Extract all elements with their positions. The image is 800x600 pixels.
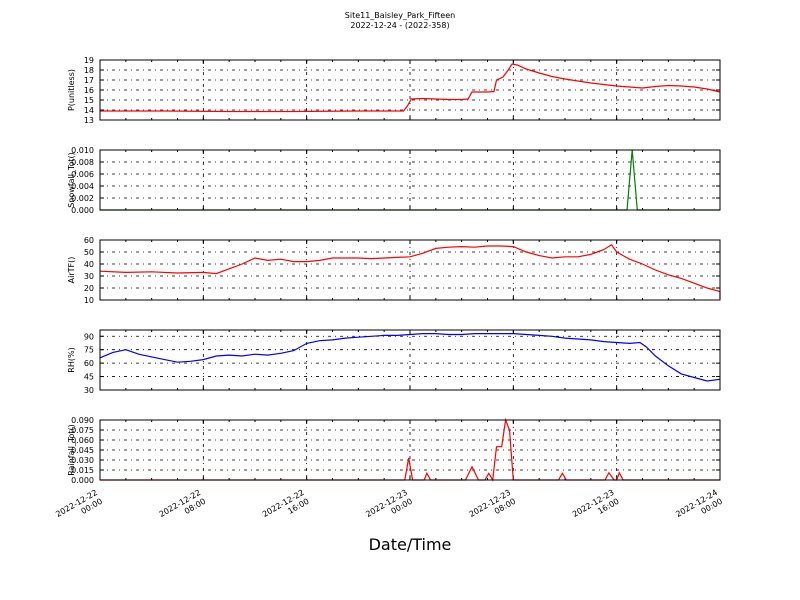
- y-tick-label: 15: [84, 96, 94, 105]
- p-unitless-series-line: [100, 63, 721, 113]
- x-tick-label: 2022-12-2308:00: [468, 488, 518, 528]
- x-tick-label: 2022-12-2300:00: [364, 488, 414, 528]
- p-unitless-frame: [99, 59, 721, 121]
- p-snowfall-frame: [99, 149, 721, 211]
- p-rainfall-panel: 0.0000.0150.0300.0450.0600.0750.090Rainf…: [67, 416, 721, 485]
- y-tick-label: 45: [84, 373, 94, 382]
- y-tick-label: 40: [84, 260, 94, 269]
- y-tick-label: 0.000: [71, 206, 94, 215]
- p-rainfall-frame: [99, 419, 721, 481]
- p-airtf-series-line: [99, 243, 721, 299]
- y-tick-label: 50: [84, 248, 94, 257]
- p-snowfall-panel: 0.000 0.002 0.004 0.006 0.008 0.010Snowfall_T…: [67, 146, 721, 215]
- y-tick-label: 10: [84, 296, 94, 305]
- y-tick-label: 14: [84, 106, 94, 115]
- p-rh-y-axis-label: RH(%): [67, 347, 76, 372]
- p-airtf-frame: [99, 239, 721, 301]
- y-tick-label: 13: [84, 116, 94, 125]
- y-tick-label: 18: [84, 66, 94, 75]
- y-tick-label: 0.010: [71, 146, 94, 155]
- y-tick-label: 0.045: [71, 446, 94, 455]
- y-tick-label: 0.075: [71, 426, 94, 435]
- x-tick-label: 2022-12-2208:00: [158, 488, 208, 528]
- p-rh-series-line: [99, 333, 721, 382]
- x-tick-label: 2022-12-2216:00: [261, 488, 311, 528]
- y-tick-label: 30: [84, 272, 94, 281]
- y-tick-label: 0.000: [71, 476, 94, 485]
- y-tick-label: 0.006: [71, 170, 94, 179]
- p-rh-frame: [99, 329, 721, 391]
- x-axis-label: Date/Time: [369, 535, 452, 554]
- x-tick-label: 2022-12-2400:00: [674, 488, 724, 528]
- p-rainfall-y-axis-label: Rainfall_Tot(): [67, 424, 76, 476]
- p-airtf-panel: 10 20 30 40 50 60 AirTF(): [67, 236, 721, 305]
- x-tick-label: 2022-12-2200:00: [54, 488, 104, 528]
- y-tick-label: 0.090: [71, 416, 94, 425]
- p-rh-panel: 30 45 60 75 90 RH(%): [67, 329, 721, 395]
- p-snowfall-y-axis-label: Snowfall_Tot(): [67, 152, 76, 208]
- y-tick-label: 75: [84, 346, 94, 355]
- chart-subtitle: 2022-12-24 - (2022-358): [350, 21, 449, 30]
- y-tick-label: 0.002: [71, 194, 94, 203]
- y-tick-label: 60: [84, 236, 94, 245]
- y-tick-label: 30: [84, 386, 94, 395]
- y-tick-label: 19: [84, 56, 94, 65]
- y-tick-label: 0.004: [71, 182, 94, 191]
- y-tick-label: 16: [84, 86, 94, 95]
- y-tick-label: 0.015: [71, 466, 94, 475]
- y-tick-label: 0.008: [71, 158, 94, 167]
- p-unitless-y-axis-label: P(unitless): [67, 69, 76, 111]
- x-tick-label: 2022-12-2316:00: [571, 488, 621, 528]
- y-tick-label: 90: [84, 332, 94, 341]
- p-rainfall-series-line: [100, 417, 720, 482]
- y-tick-label: 20: [84, 284, 94, 293]
- y-tick-label: 0.060: [71, 436, 94, 445]
- chart-title: Site11_Baisley_Park_Fifteen: [345, 11, 455, 20]
- y-tick-label: 0.030: [71, 456, 94, 465]
- x-axis-ticks: 2022-12-2200:00 2022-12-2208:00 2022-12-22…: [54, 488, 724, 528]
- y-tick-label: 17: [84, 76, 94, 85]
- y-tick-label: 60: [84, 359, 94, 368]
- p-airtf-y-axis-label: AirTF(): [67, 257, 76, 284]
